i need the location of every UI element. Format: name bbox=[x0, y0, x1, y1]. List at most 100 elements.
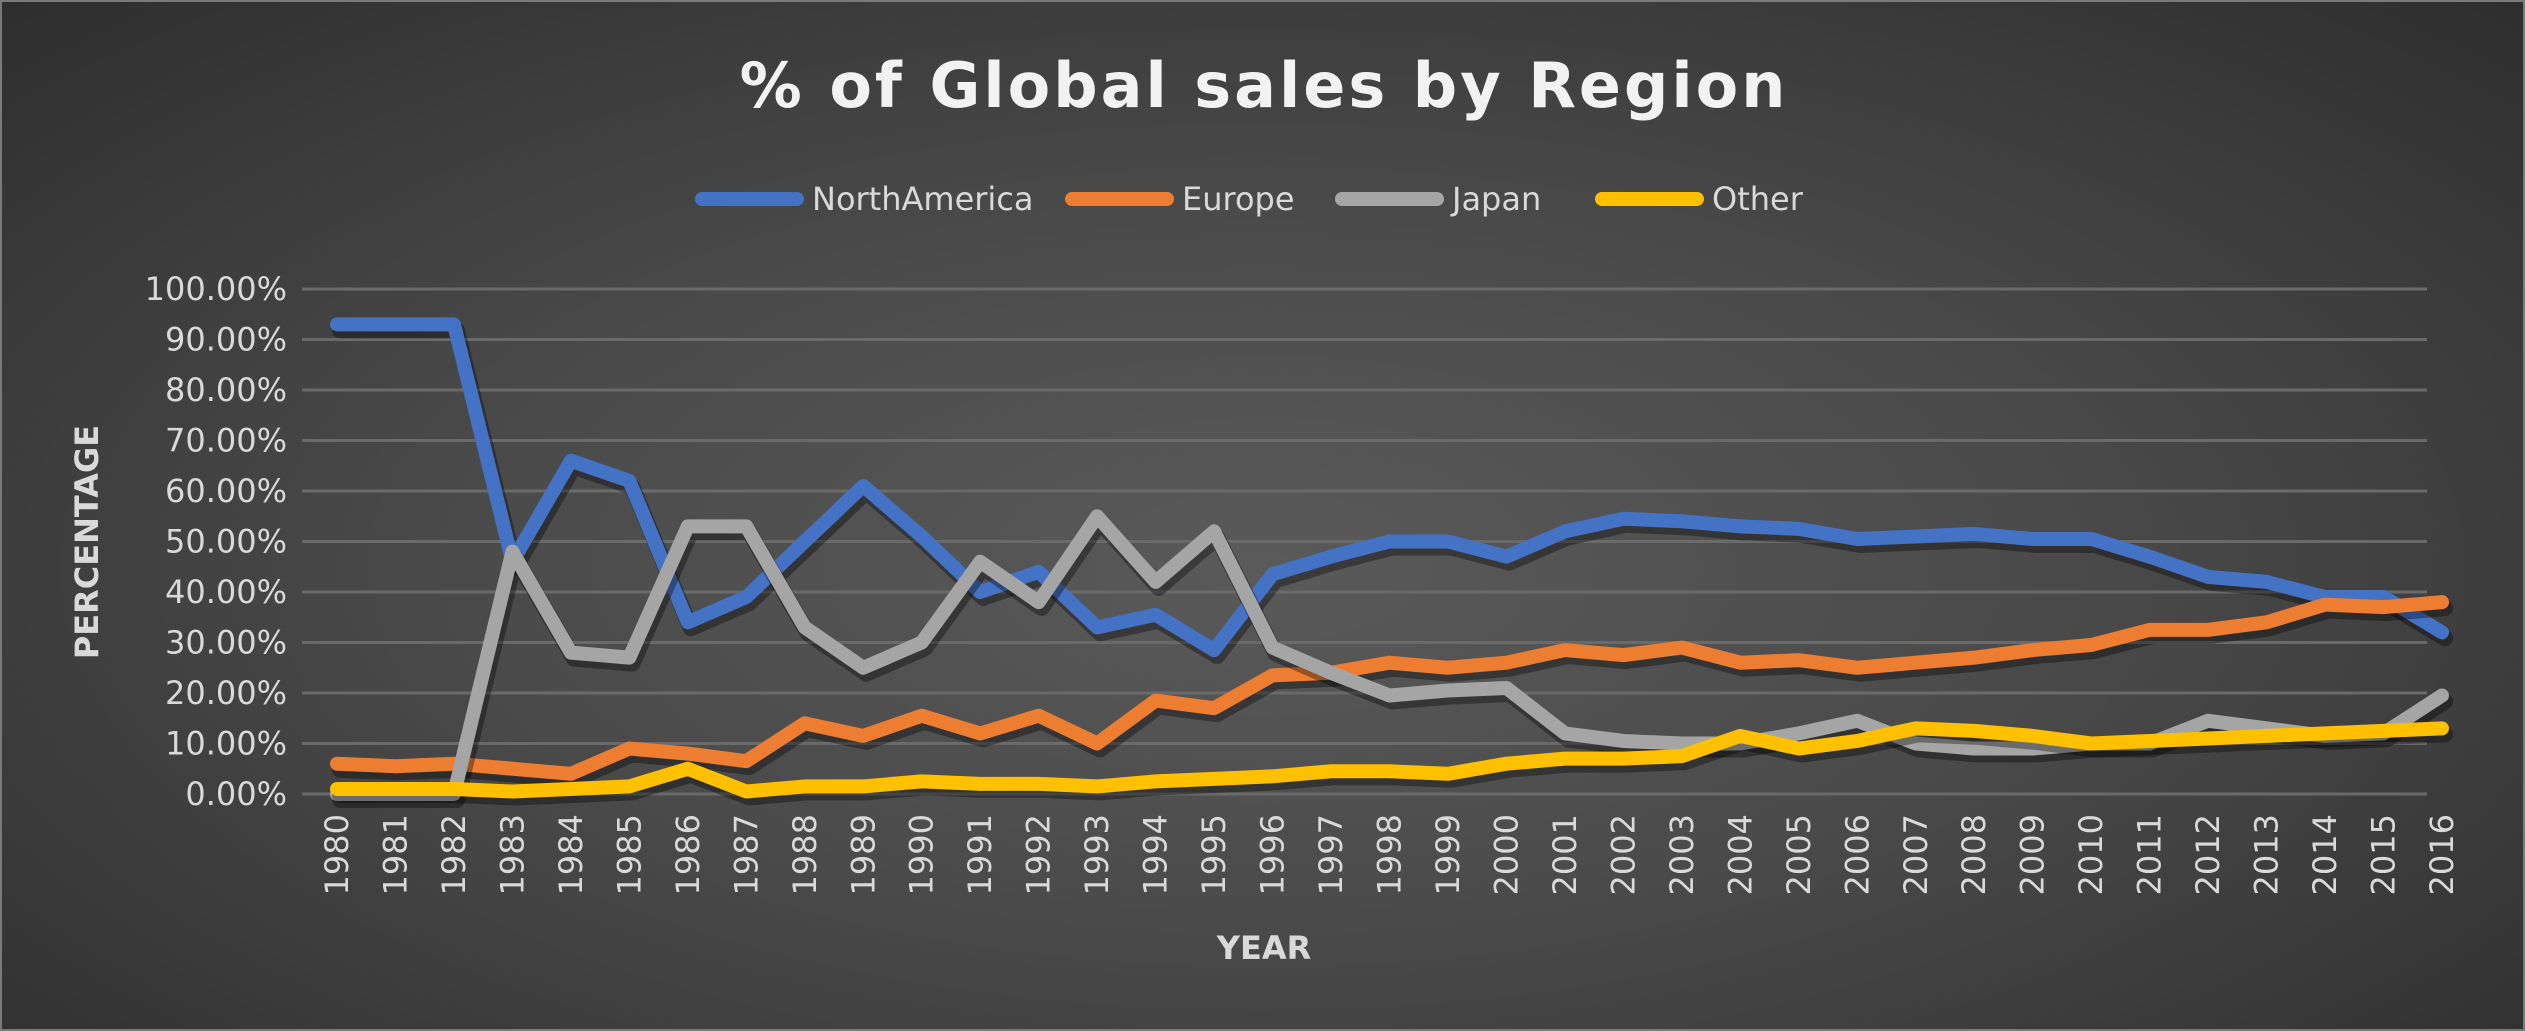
x-tick-label: 2011 bbox=[2131, 814, 2169, 895]
data-point-europe bbox=[1271, 674, 1274, 677]
data-point-japan bbox=[628, 656, 631, 659]
x-tick-label: 1995 bbox=[1195, 814, 1233, 895]
data-point-northamerica bbox=[1330, 555, 1333, 558]
data-point-japan bbox=[1213, 530, 1216, 533]
legend-label: Other bbox=[1712, 180, 1804, 218]
data-point-other bbox=[1680, 755, 1683, 758]
data-point-europe bbox=[1154, 699, 1157, 702]
data-point-other bbox=[452, 787, 455, 790]
x-tick-label: 1999 bbox=[1429, 814, 1467, 895]
data-point-europe bbox=[2090, 644, 2093, 647]
data-point-japan bbox=[511, 550, 514, 553]
data-point-other bbox=[2207, 737, 2210, 740]
data-point-other bbox=[686, 767, 689, 770]
data-point-northamerica bbox=[686, 621, 689, 624]
data-point-europe bbox=[862, 734, 865, 737]
y-axis-ticks: 0.00% 10.00% 20.00% 30.00% 40.00% 50.00% 60.00… bbox=[145, 270, 287, 813]
x-tick-label: 1994 bbox=[1137, 814, 1175, 895]
data-point-northamerica bbox=[1271, 573, 1274, 576]
data-point-europe bbox=[1388, 661, 1391, 664]
data-point-other bbox=[1856, 739, 1859, 742]
data-point-japan bbox=[1622, 739, 1625, 742]
data-point-other bbox=[920, 780, 923, 783]
data-point-other bbox=[336, 787, 338, 790]
x-tick-label: 2002 bbox=[1604, 814, 1642, 895]
x-tick-label: 2005 bbox=[1780, 814, 1818, 895]
x-tick-label: 1997 bbox=[1312, 814, 1350, 895]
data-point-northamerica bbox=[2090, 537, 2093, 540]
data-point-europe bbox=[920, 714, 923, 717]
data-point-other bbox=[2441, 727, 2443, 730]
data-point-northamerica bbox=[862, 484, 865, 487]
y-tick-label: 10.00% bbox=[165, 725, 287, 763]
data-point-northamerica bbox=[1563, 530, 1566, 533]
data-point-other bbox=[745, 790, 748, 793]
x-tick-label: 1981 bbox=[376, 814, 414, 895]
data-point-northamerica bbox=[2382, 596, 2385, 599]
data-point-europe bbox=[1505, 661, 1508, 664]
legend-item-other[interactable]: Other bbox=[1595, 180, 1804, 218]
x-tick-label: 1986 bbox=[669, 814, 707, 895]
data-point-northamerica bbox=[1973, 532, 1976, 535]
data-point-northamerica bbox=[1914, 535, 1917, 538]
data-point-japan bbox=[2207, 719, 2210, 722]
data-point-japan bbox=[979, 560, 982, 563]
data-point-europe bbox=[2324, 603, 2327, 606]
data-point-northamerica bbox=[1446, 540, 1449, 543]
data-point-europe bbox=[511, 767, 514, 770]
data-point-northamerica bbox=[803, 540, 806, 543]
data-point-japan bbox=[569, 651, 572, 654]
data-point-japan bbox=[2031, 747, 2034, 750]
x-tick-label: 2007 bbox=[1897, 814, 1935, 895]
y-tick-label: 70.00% bbox=[165, 422, 287, 460]
data-point-europe bbox=[2441, 601, 2443, 604]
legend-item-northamerica[interactable]: NorthAmerica bbox=[695, 180, 1034, 218]
data-point-europe bbox=[2382, 606, 2385, 609]
legend-item-japan[interactable]: Japan bbox=[1335, 180, 1541, 218]
data-point-europe bbox=[1213, 707, 1216, 710]
data-point-northamerica bbox=[1388, 540, 1391, 543]
data-point-other bbox=[1446, 772, 1449, 775]
data-point-japan bbox=[2265, 727, 2268, 730]
x-tick-label: 2010 bbox=[2072, 814, 2110, 895]
data-point-other bbox=[2324, 732, 2327, 735]
y-tick-label: 100.00% bbox=[145, 270, 287, 308]
x-tick-label: 2001 bbox=[1546, 814, 1584, 895]
x-tick-label: 2003 bbox=[1663, 814, 1701, 895]
x-tick-label: 1991 bbox=[961, 814, 999, 895]
data-point-other bbox=[511, 790, 514, 793]
x-tick-label: 1988 bbox=[786, 814, 824, 895]
data-point-other bbox=[803, 785, 806, 788]
data-point-japan bbox=[803, 626, 806, 629]
x-tick-label: 2009 bbox=[2014, 814, 2052, 895]
legend: NorthAmerica Europe Japan Other bbox=[695, 180, 1804, 218]
x-tick-label: 1992 bbox=[1020, 814, 1058, 895]
data-point-northamerica bbox=[1096, 626, 1099, 629]
data-point-northamerica bbox=[2324, 596, 2327, 599]
x-tick-label: 1987 bbox=[727, 814, 765, 895]
x-tick-label: 1996 bbox=[1254, 814, 1292, 895]
data-point-europe bbox=[2031, 649, 2034, 652]
data-point-europe bbox=[1563, 649, 1566, 652]
data-point-europe bbox=[1622, 654, 1625, 657]
data-point-japan bbox=[1096, 515, 1099, 518]
chart-title: % of Global sales by Region bbox=[740, 49, 1789, 122]
data-point-japan bbox=[1037, 601, 1040, 604]
data-point-europe bbox=[745, 760, 748, 763]
data-point-other bbox=[1797, 747, 1800, 750]
data-point-japan bbox=[862, 666, 865, 669]
data-point-northamerica bbox=[1797, 527, 1800, 530]
data-point-japan bbox=[1388, 694, 1391, 697]
data-point-northamerica bbox=[1856, 537, 1859, 540]
legend-item-europe[interactable]: Europe bbox=[1065, 180, 1295, 218]
data-point-europe bbox=[1973, 656, 1976, 659]
data-point-northamerica bbox=[1680, 520, 1683, 523]
data-point-northamerica bbox=[394, 323, 397, 326]
data-point-europe bbox=[1680, 646, 1683, 649]
data-point-europe bbox=[569, 772, 572, 775]
data-point-other bbox=[979, 782, 982, 785]
data-point-europe bbox=[1914, 661, 1917, 664]
data-point-northamerica bbox=[2148, 555, 2151, 558]
legend-label: Europe bbox=[1182, 180, 1295, 218]
data-point-japan bbox=[1914, 742, 1917, 745]
